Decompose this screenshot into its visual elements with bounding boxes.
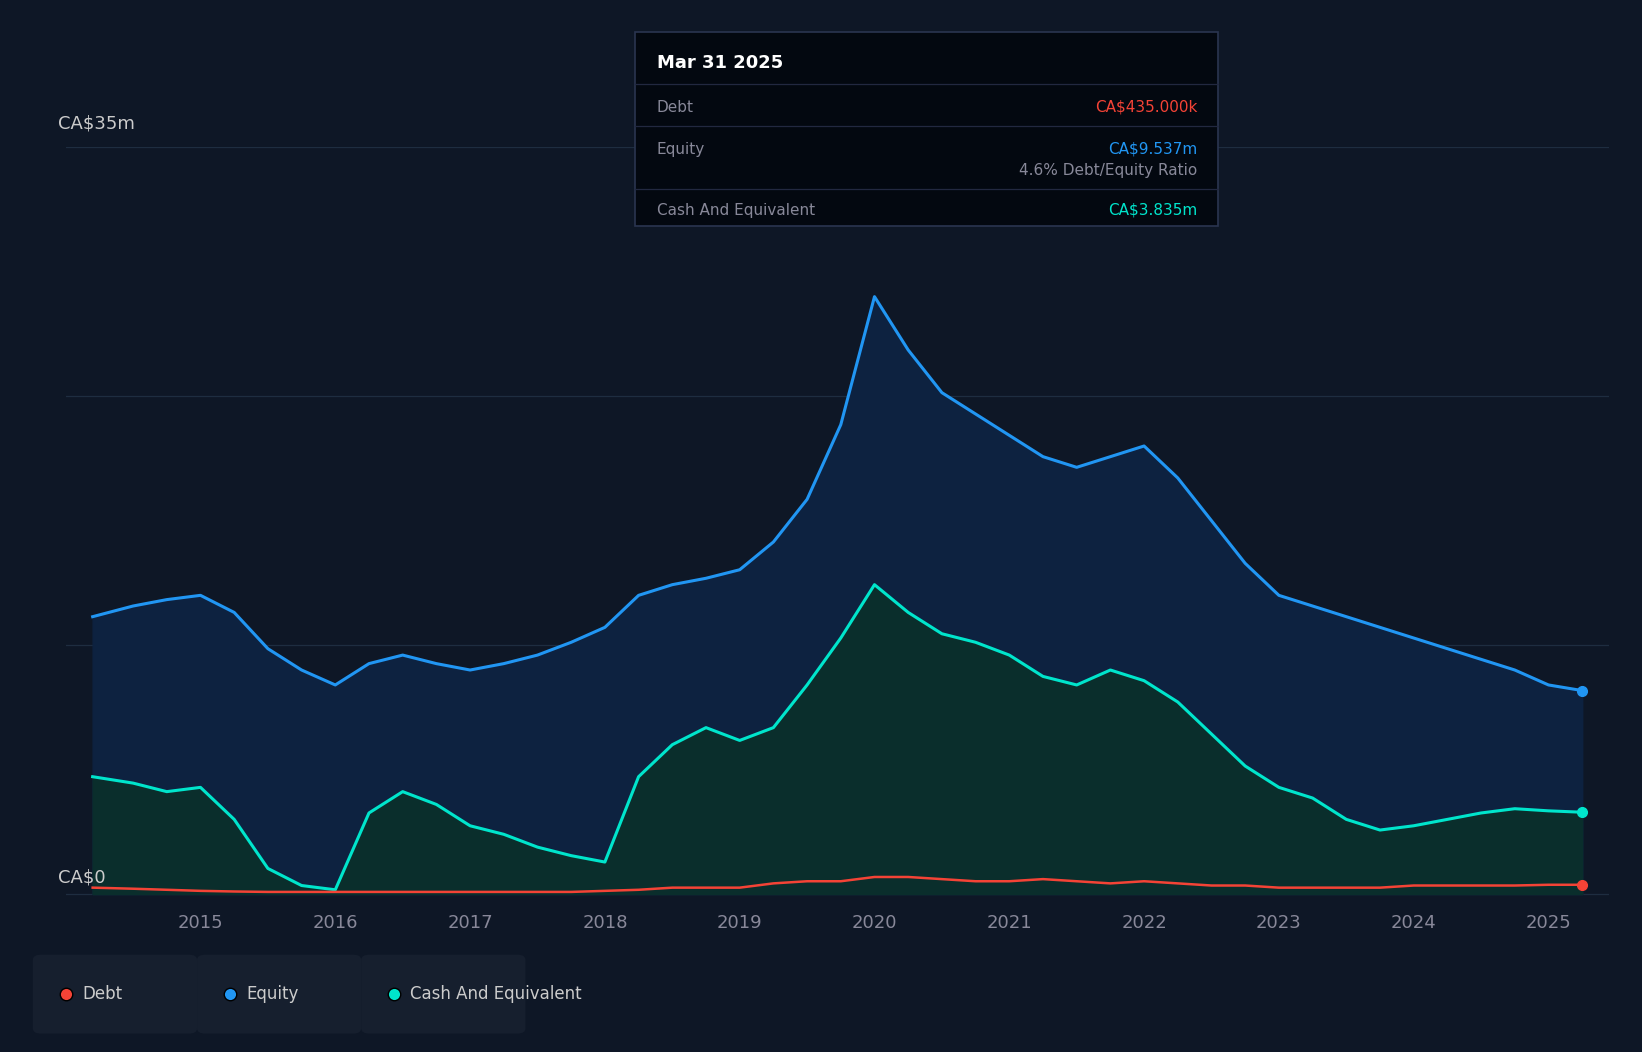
Text: 4.6% Debt/Equity Ratio: 4.6% Debt/Equity Ratio (1018, 163, 1197, 178)
Text: CA$0: CA$0 (57, 869, 105, 887)
Text: Debt: Debt (82, 985, 122, 1004)
Text: Equity: Equity (657, 142, 704, 157)
Text: CA$435.000k: CA$435.000k (1095, 100, 1197, 115)
Text: Debt: Debt (657, 100, 695, 115)
Text: Cash And Equivalent: Cash And Equivalent (657, 203, 814, 218)
Text: CA$35m: CA$35m (57, 114, 135, 133)
Text: CA$3.835m: CA$3.835m (1108, 203, 1197, 218)
Text: Equity: Equity (246, 985, 299, 1004)
Text: Cash And Equivalent: Cash And Equivalent (410, 985, 583, 1004)
Text: CA$9.537m: CA$9.537m (1108, 142, 1197, 157)
Text: Mar 31 2025: Mar 31 2025 (657, 54, 783, 73)
